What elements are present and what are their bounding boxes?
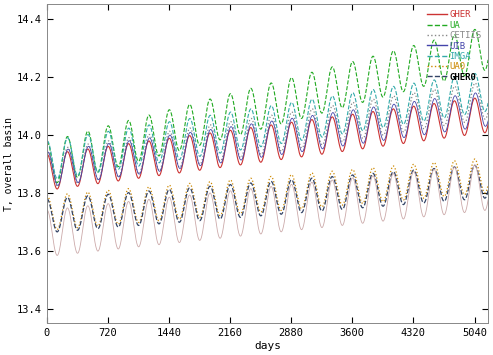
- GHER0: [229, 185, 235, 190]
- UA: [472, 27, 478, 32]
- GHER0: [233, 201, 239, 205]
- IMGA: [44, 139, 50, 143]
- IMGA: [253, 129, 259, 133]
- GHER: [44, 152, 50, 157]
- UA0: [485, 183, 491, 187]
- UA: [472, 27, 478, 32]
- CETIIS: [364, 121, 370, 125]
- UA0: [233, 197, 239, 201]
- Line: GHER: GHER: [47, 98, 488, 189]
- GHER0: [472, 163, 478, 168]
- IMGA: [364, 111, 370, 115]
- GHER0: [485, 189, 491, 193]
- IMGA: [450, 78, 456, 82]
- IMGA: [229, 113, 235, 117]
- UA: [54, 181, 60, 185]
- UA0: [253, 197, 259, 201]
- UIB: [55, 183, 61, 187]
- CETIIS: [485, 110, 491, 114]
- GHER: [253, 147, 259, 151]
- Line: GHER0: GHER0: [47, 165, 488, 232]
- CETIIS: [472, 81, 478, 86]
- GHER0: [450, 167, 456, 171]
- IMGA: [472, 71, 478, 76]
- UIB: [253, 139, 259, 143]
- X-axis label: days: days: [254, 341, 281, 351]
- UA0: [229, 181, 235, 185]
- CETIIS: [55, 185, 61, 189]
- UIB: [450, 98, 456, 103]
- UA0: [450, 161, 456, 165]
- IMGA: [233, 130, 239, 135]
- UA0: [472, 157, 478, 161]
- GHER0: [364, 190, 370, 195]
- UA: [233, 115, 239, 119]
- UA: [450, 36, 456, 40]
- CETIIS: [229, 122, 235, 126]
- Legend: GHER, UA, CETIIS, UIB, IMGA, UA0, GHER0: GHER, UA, CETIIS, UIB, IMGA, UA0, GHER0: [425, 9, 484, 83]
- UA: [253, 111, 259, 116]
- UA0: [364, 185, 370, 190]
- CETIIS: [472, 81, 478, 85]
- UA0: [54, 227, 60, 231]
- GHER0: [472, 163, 478, 168]
- Line: IMGA: IMGA: [47, 73, 488, 179]
- Line: CETIIS: CETIIS: [47, 83, 488, 187]
- GHER: [485, 122, 491, 127]
- CETIIS: [450, 88, 456, 92]
- GHER0: [54, 230, 60, 234]
- GHER: [472, 96, 478, 100]
- GHER: [472, 96, 478, 100]
- UIB: [229, 126, 235, 130]
- UA0: [472, 157, 478, 161]
- GHER0: [44, 197, 50, 201]
- UIB: [233, 140, 239, 144]
- Y-axis label: T, overall basin: T, overall basin: [4, 117, 14, 211]
- CETIIS: [233, 138, 239, 142]
- UIB: [364, 128, 370, 132]
- UA: [44, 140, 50, 144]
- CETIIS: [44, 149, 50, 153]
- IMGA: [472, 71, 478, 76]
- UA0: [44, 193, 50, 198]
- UIB: [44, 151, 50, 155]
- GHER: [364, 130, 370, 134]
- UA: [485, 58, 491, 62]
- GHER: [450, 102, 456, 106]
- GHER: [233, 148, 239, 152]
- UIB: [485, 119, 491, 123]
- GHER0: [253, 201, 259, 206]
- UA: [229, 95, 235, 99]
- Line: UA: UA: [47, 29, 488, 183]
- UIB: [473, 91, 479, 95]
- Line: UIB: UIB: [47, 93, 488, 185]
- IMGA: [54, 177, 60, 181]
- GHER: [54, 187, 60, 191]
- GHER: [229, 131, 235, 135]
- CETIIS: [253, 137, 259, 141]
- UIB: [472, 91, 478, 95]
- Line: UA0: UA0: [47, 159, 488, 229]
- UA: [364, 80, 370, 84]
- IMGA: [485, 101, 491, 105]
